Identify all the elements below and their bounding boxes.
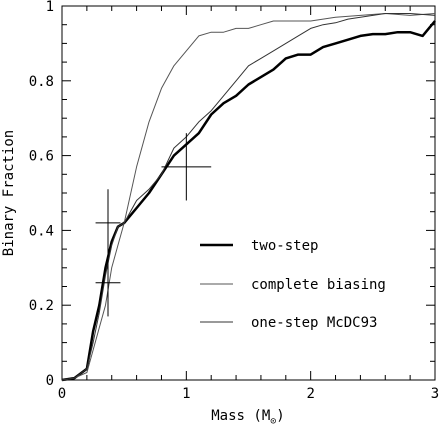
x-axis-label-subscript: ⊙ bbox=[270, 416, 276, 427]
legend-label-two-step: two-step bbox=[251, 238, 318, 254]
plot-frame bbox=[61, 5, 436, 381]
series-lines bbox=[61, 13, 436, 382]
x-tick-label: 3 bbox=[431, 386, 439, 402]
x-axis-label-close: ) bbox=[276, 408, 284, 424]
series-line-one-step-mcdc93 bbox=[61, 13, 436, 381]
y-tick-label: 0.2 bbox=[29, 298, 54, 314]
x-axis-label-main: Mass (M bbox=[211, 408, 270, 424]
axis-ticks bbox=[61, 5, 436, 381]
series-line-complete-biasing bbox=[61, 13, 436, 381]
axis-tick-labels: 0 1 2 3 0 0.2 0.4 0.6 0.8 1 bbox=[29, 0, 440, 402]
y-tick-label: 0.8 bbox=[29, 74, 54, 90]
series-line-two-step bbox=[61, 20, 436, 382]
legend-label-one-step: one-step McDC93 bbox=[251, 315, 377, 331]
x-tick-label: 2 bbox=[306, 386, 314, 402]
x-axis-label: Mass (M⊙) bbox=[211, 408, 284, 427]
x-tick-label: 0 bbox=[58, 386, 66, 402]
legend-label-complete-biasing: complete biasing bbox=[251, 277, 386, 293]
x-tick-label: 1 bbox=[182, 386, 190, 402]
error-bars bbox=[95, 133, 212, 317]
legend: two-step complete biasing one-step McDC9… bbox=[200, 238, 386, 331]
y-tick-label: 0 bbox=[46, 373, 54, 389]
y-tick-label: 1 bbox=[46, 0, 54, 15]
y-axis-label: Binary Fraction bbox=[1, 130, 17, 256]
y-tick-label: 0.6 bbox=[29, 149, 54, 165]
y-tick-label: 0.4 bbox=[29, 223, 54, 239]
